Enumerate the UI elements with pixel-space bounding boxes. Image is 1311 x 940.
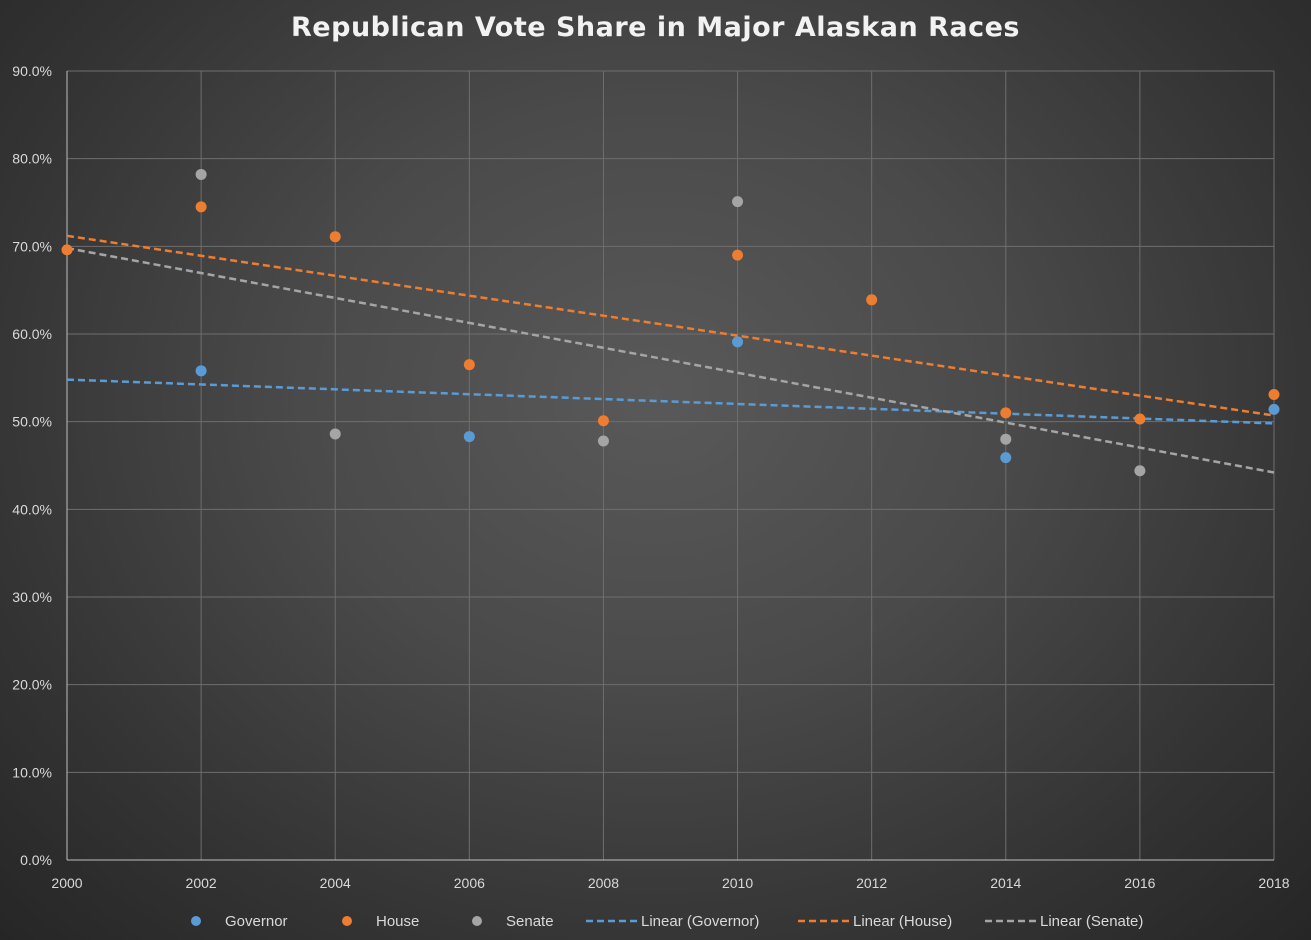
legend-label: Senate <box>506 913 554 930</box>
y-tick-label: 0.0% <box>20 852 52 868</box>
data-point-senate <box>597 435 609 447</box>
y-tick-label: 80.0% <box>12 151 52 167</box>
legend-label: Linear (Senate) <box>1040 913 1143 930</box>
data-point-senate <box>1000 433 1012 445</box>
data-point-senate <box>329 428 341 440</box>
data-point-governor <box>1268 403 1280 415</box>
data-point-governor <box>463 431 475 443</box>
x-tick-label: 2004 <box>320 875 351 891</box>
gridlines <box>67 70 1275 860</box>
x-tick-label: 2008 <box>588 875 619 891</box>
y-tick-label: 30.0% <box>12 589 52 605</box>
data-point-senate <box>195 168 207 180</box>
x-tick-label: 2006 <box>454 875 485 891</box>
data-point-governor <box>732 336 744 348</box>
data-point-house <box>61 244 73 256</box>
legend: Governor House Senate Linear (Governor) Line… <box>191 913 1143 930</box>
x-tick-label: 2002 <box>186 875 217 891</box>
data-point-senate <box>1134 465 1146 477</box>
trendline <box>66 234 1275 417</box>
axes: 0.0% 10.0% 20.0% 30.0% 40.0% 50.0% 60.0% 70.0% 8… <box>12 63 1289 891</box>
x-tick-label: 2016 <box>1124 875 1155 891</box>
data-point-house <box>463 359 475 371</box>
data-point-governor <box>195 365 207 377</box>
y-tick-label: 90.0% <box>12 63 52 79</box>
y-tick-label: 20.0% <box>12 677 52 693</box>
legend-label: Linear (House) <box>853 913 952 930</box>
data-point-house <box>1268 388 1280 400</box>
trendline <box>66 246 1275 474</box>
data-point-house <box>597 415 609 427</box>
legend-marker <box>191 916 201 926</box>
chart-title: Republican Vote Share in Major Alaskan R… <box>291 12 1020 43</box>
data-points <box>61 168 1280 477</box>
y-tick-label: 40.0% <box>12 501 52 517</box>
data-point-house <box>195 201 207 213</box>
data-point-house <box>329 231 341 243</box>
legend-label: Linear (Governor) <box>641 913 759 930</box>
trendlines <box>66 234 1275 474</box>
y-tick-label: 70.0% <box>12 238 52 254</box>
data-point-house <box>1134 413 1146 425</box>
x-tick-label: 2000 <box>51 875 82 891</box>
x-tick-label: 2014 <box>990 875 1021 891</box>
y-tick-label: 60.0% <box>12 326 52 342</box>
data-point-governor <box>1000 452 1012 464</box>
trendline <box>66 378 1275 425</box>
y-tick-label: 50.0% <box>12 414 52 430</box>
legend-label: House <box>376 913 419 930</box>
data-point-house <box>1000 407 1012 419</box>
legend-marker <box>472 916 482 926</box>
y-tick-label: 10.0% <box>12 764 52 780</box>
data-point-house <box>732 249 744 261</box>
x-tick-label: 2010 <box>722 875 753 891</box>
data-point-senate <box>732 196 744 208</box>
legend-label: Governor <box>225 913 288 930</box>
legend-marker <box>342 916 352 926</box>
x-tick-label: 2018 <box>1258 875 1289 891</box>
data-point-house <box>866 294 878 306</box>
x-tick-label: 2012 <box>856 875 887 891</box>
